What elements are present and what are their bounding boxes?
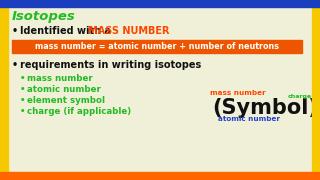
Text: charge: charge xyxy=(288,94,312,99)
Text: charge (if applicable): charge (if applicable) xyxy=(27,107,131,116)
Text: requirements in writing isotopes: requirements in writing isotopes xyxy=(20,60,201,70)
Bar xyxy=(12,40,302,53)
Bar xyxy=(0,0,8,180)
Text: atomic number: atomic number xyxy=(218,116,280,122)
Text: Isotopes: Isotopes xyxy=(12,10,76,23)
Text: •: • xyxy=(12,60,18,70)
Text: •: • xyxy=(20,107,26,116)
Bar xyxy=(0,0,320,7)
Text: Identified with a: Identified with a xyxy=(20,26,114,36)
Bar xyxy=(312,0,320,180)
Text: •: • xyxy=(20,74,26,83)
Text: MASS NUMBER: MASS NUMBER xyxy=(88,26,170,36)
Text: atomic number: atomic number xyxy=(27,85,101,94)
Text: element symbol: element symbol xyxy=(27,96,105,105)
Text: •: • xyxy=(20,96,26,105)
Text: mass number: mass number xyxy=(27,74,93,83)
Text: mass number = atomic number + number of neutrons: mass number = atomic number + number of … xyxy=(35,42,279,51)
Text: •: • xyxy=(12,26,18,36)
Text: •: • xyxy=(20,85,26,94)
Bar xyxy=(0,172,320,180)
Text: (Symbol): (Symbol) xyxy=(212,98,318,118)
Text: mass number: mass number xyxy=(210,90,266,96)
